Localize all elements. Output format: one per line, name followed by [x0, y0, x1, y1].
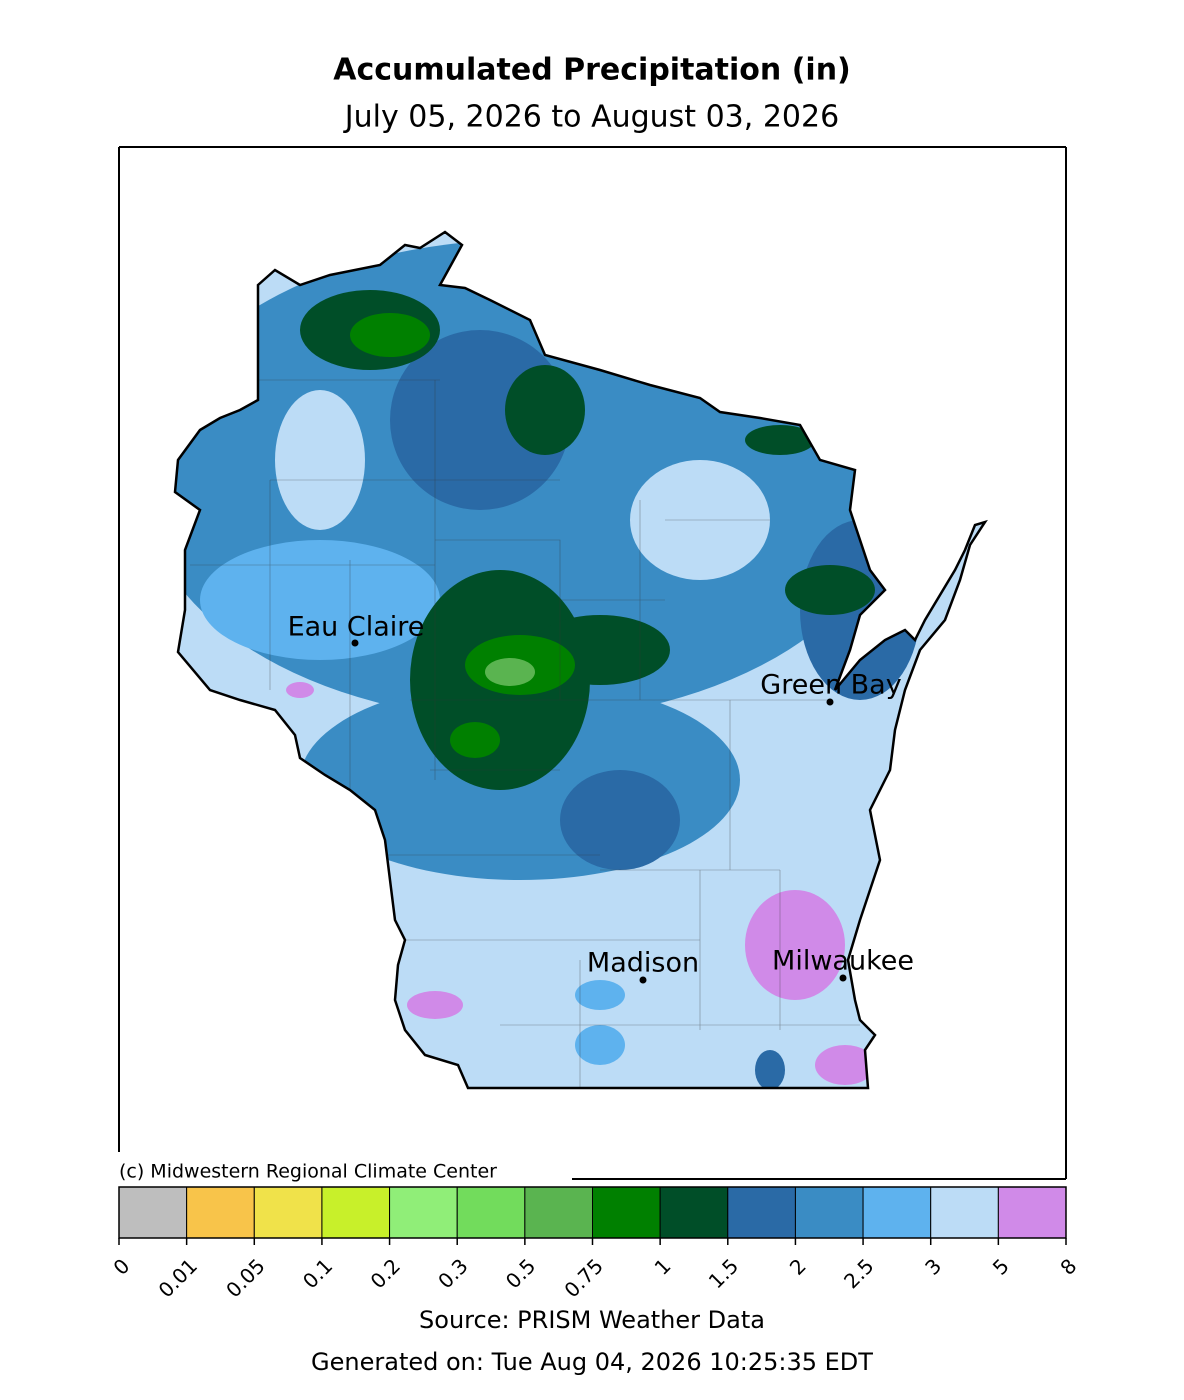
colorbar-tick-label: 0.3 — [433, 1254, 472, 1293]
colorbar-bin — [186, 1186, 255, 1239]
colorbar-tick-label: 2.5 — [839, 1254, 878, 1293]
colorbar-tick-label: 3 — [920, 1254, 946, 1280]
city-dot — [839, 974, 847, 982]
colorbar: 0 0.01 0.05 0.1 0.2 0.3 0.5 0.75 1 1.5 2 2.5 3 5 8 — [108, 1186, 1081, 1302]
colorbar-bin — [930, 1186, 999, 1239]
precip-region — [560, 770, 680, 870]
colorbar-tick-label: 2 — [785, 1254, 811, 1280]
colorbar-bin — [118, 1186, 188, 1239]
colorbar-bin — [997, 1186, 1067, 1239]
colorbar-bin — [321, 1186, 391, 1239]
colorbar-bin — [727, 1186, 796, 1239]
colorbar-bin — [253, 1186, 323, 1239]
colorbar-bin — [862, 1186, 932, 1239]
city-dot — [639, 976, 647, 984]
colorbar-bin — [659, 1186, 729, 1239]
colorbar-tick-label: 0.01 — [154, 1254, 202, 1302]
precip-region — [755, 1050, 785, 1088]
precip-region — [505, 365, 585, 455]
cities: Eau Claire Green Bay Madison Milwaukee — [288, 612, 914, 984]
subtitle: July 05, 2026 to August 03, 2026 — [343, 100, 839, 135]
precip-region — [575, 1025, 625, 1065]
colorbar-tick-label: 0.1 — [298, 1254, 337, 1293]
precip-region — [745, 425, 815, 455]
city-label: Green Bay — [760, 670, 901, 701]
precip-region — [200, 540, 440, 660]
colorbar-bin — [524, 1186, 593, 1239]
generated: Generated on: Tue Aug 04, 2026 10:25:35 … — [311, 1348, 873, 1376]
precip-region — [485, 658, 535, 686]
precip-region — [286, 682, 314, 698]
colorbar-bin — [456, 1186, 526, 1239]
precip-region — [450, 722, 500, 758]
colorbar-tick-label: 8 — [1055, 1254, 1081, 1280]
colorbar-tick-label: 1 — [650, 1254, 676, 1280]
city-dot — [826, 698, 834, 706]
colorbar-tick-label: 0.2 — [366, 1254, 405, 1293]
precip-field — [175, 232, 985, 1088]
colorbar-tick-label: 0 — [108, 1254, 134, 1280]
title: Accumulated Precipitation (in) — [333, 53, 851, 88]
copyright: (c) Midwestern Regional Climate Center — [119, 1161, 497, 1183]
city-label: Eau Claire — [288, 612, 425, 643]
city-dot — [351, 639, 359, 647]
colorbar-bin — [592, 1186, 661, 1239]
precip-region — [575, 980, 625, 1010]
colorbar-tick-label: 0.5 — [501, 1254, 540, 1293]
precip-region — [745, 890, 845, 1000]
colorbar-bin — [389, 1186, 458, 1239]
precip-region — [407, 991, 463, 1019]
colorbar-tick-label: 0.05 — [221, 1254, 269, 1302]
source: Source: PRISM Weather Data — [419, 1306, 765, 1334]
county-lines — [190, 379, 860, 1088]
precip-region — [275, 390, 365, 530]
colorbar-bin — [794, 1186, 864, 1239]
colorbar-tick-label: 1.5 — [704, 1254, 743, 1293]
colorbar-tick-label: 5 — [988, 1254, 1014, 1280]
precip-region — [350, 313, 430, 357]
city-label: Milwaukee — [772, 946, 914, 977]
city-label: Madison — [587, 948, 699, 979]
precip-region — [815, 1045, 875, 1085]
colorbar-tick-label: 0.75 — [559, 1254, 607, 1302]
precip-region — [785, 565, 875, 615]
state-outline — [173, 230, 988, 1090]
map-frame — [118, 146, 1067, 1180]
